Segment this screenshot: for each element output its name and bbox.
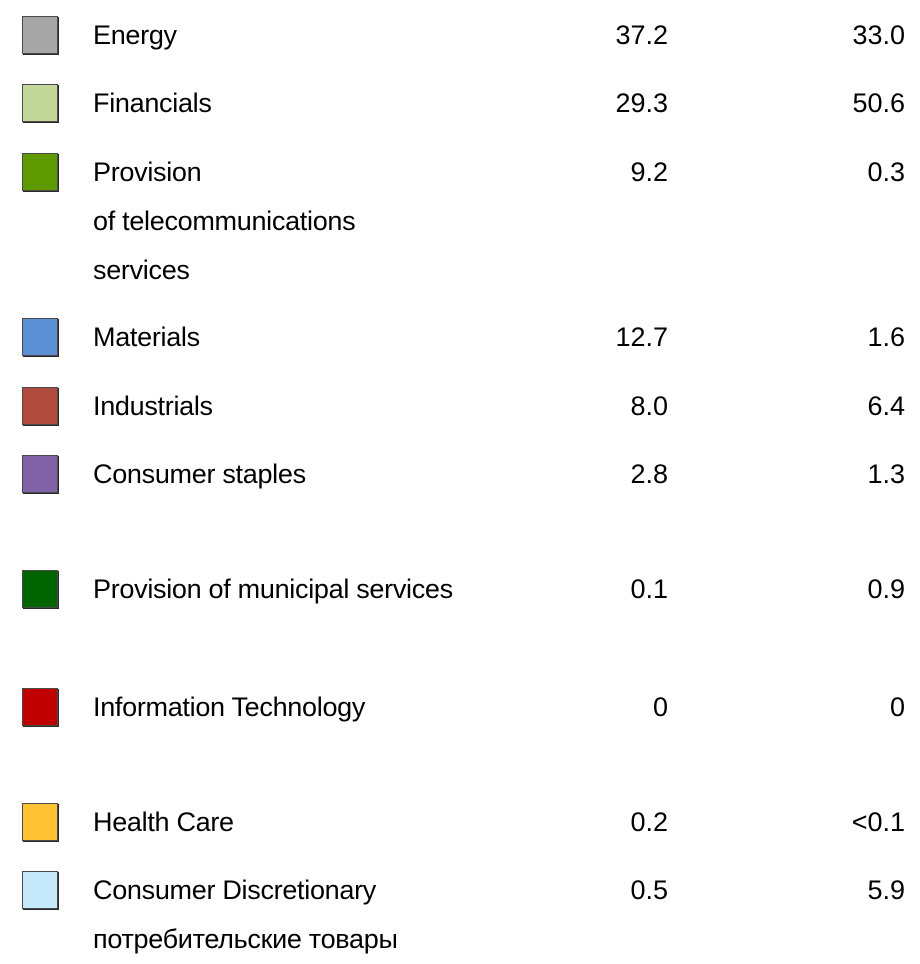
sector-label: Provision of municipal services bbox=[93, 565, 453, 614]
value-cell: 8.0 bbox=[630, 390, 668, 421]
value-cell: 0 bbox=[889, 691, 905, 722]
value-cell: 1.6 bbox=[867, 321, 905, 352]
sector-label: Energy bbox=[93, 11, 177, 60]
value-cell: 29.3 bbox=[615, 87, 668, 118]
value-cell: 12.7 bbox=[615, 321, 668, 352]
label-line: Financials bbox=[93, 87, 212, 118]
sector-label: Materials bbox=[93, 313, 200, 362]
color-swatch bbox=[22, 386, 58, 425]
value-cell: 5.9 bbox=[867, 874, 905, 905]
sector-label: Industrials bbox=[93, 382, 213, 431]
label-line: services bbox=[93, 254, 190, 285]
sector-label: Health Care bbox=[93, 798, 234, 847]
label-line: потребительские товары bbox=[93, 923, 398, 954]
label-line: Industrials bbox=[93, 390, 213, 421]
value-cell: 0.9 bbox=[867, 573, 905, 604]
color-swatch bbox=[22, 15, 58, 54]
value-cell: 1.3 bbox=[867, 458, 905, 489]
value-cell: 9.2 bbox=[630, 156, 668, 187]
color-swatch bbox=[22, 454, 58, 493]
value-cell: 50.6 bbox=[852, 87, 905, 118]
sector-label: Consumer staples bbox=[93, 450, 306, 499]
label-line: Materials bbox=[93, 321, 200, 352]
value-cell: 0.3 bbox=[867, 156, 905, 187]
value-cell: 33.0 bbox=[852, 19, 905, 50]
color-swatch bbox=[22, 870, 58, 909]
value-cell: <0.1 bbox=[851, 806, 905, 837]
label-line: Consumer staples bbox=[93, 458, 306, 489]
color-swatch bbox=[22, 83, 58, 122]
value-cell: 2.8 bbox=[630, 458, 668, 489]
label-line: of telecommunications bbox=[93, 205, 356, 236]
value-cell: 0.5 bbox=[630, 874, 668, 905]
color-swatch bbox=[22, 569, 58, 608]
value-cell: 37.2 bbox=[615, 19, 668, 50]
label-line: Provision bbox=[93, 156, 202, 187]
value-cell: 0 bbox=[652, 691, 668, 722]
color-swatch bbox=[22, 802, 58, 841]
color-swatch bbox=[22, 152, 58, 191]
value-cell: 0.1 bbox=[630, 573, 668, 604]
label-line: Consumer Discretionary bbox=[93, 874, 376, 905]
sector-label: Information Technology bbox=[93, 683, 365, 732]
label-line: Information Technology bbox=[93, 691, 366, 722]
value-cell: 6.4 bbox=[867, 390, 905, 421]
sector-label: Financials bbox=[93, 79, 212, 128]
sector-label: Provision of telecommunications services bbox=[93, 148, 356, 295]
sector-label: Consumer Discretionary потребительские то… bbox=[93, 866, 398, 964]
label-line: Energy bbox=[93, 19, 177, 50]
color-swatch bbox=[22, 317, 58, 356]
label-line: Health Care bbox=[93, 806, 234, 837]
color-swatch bbox=[22, 687, 58, 726]
value-cell: 0.2 bbox=[630, 806, 668, 837]
label-line: Provision of municipal services bbox=[93, 573, 453, 604]
